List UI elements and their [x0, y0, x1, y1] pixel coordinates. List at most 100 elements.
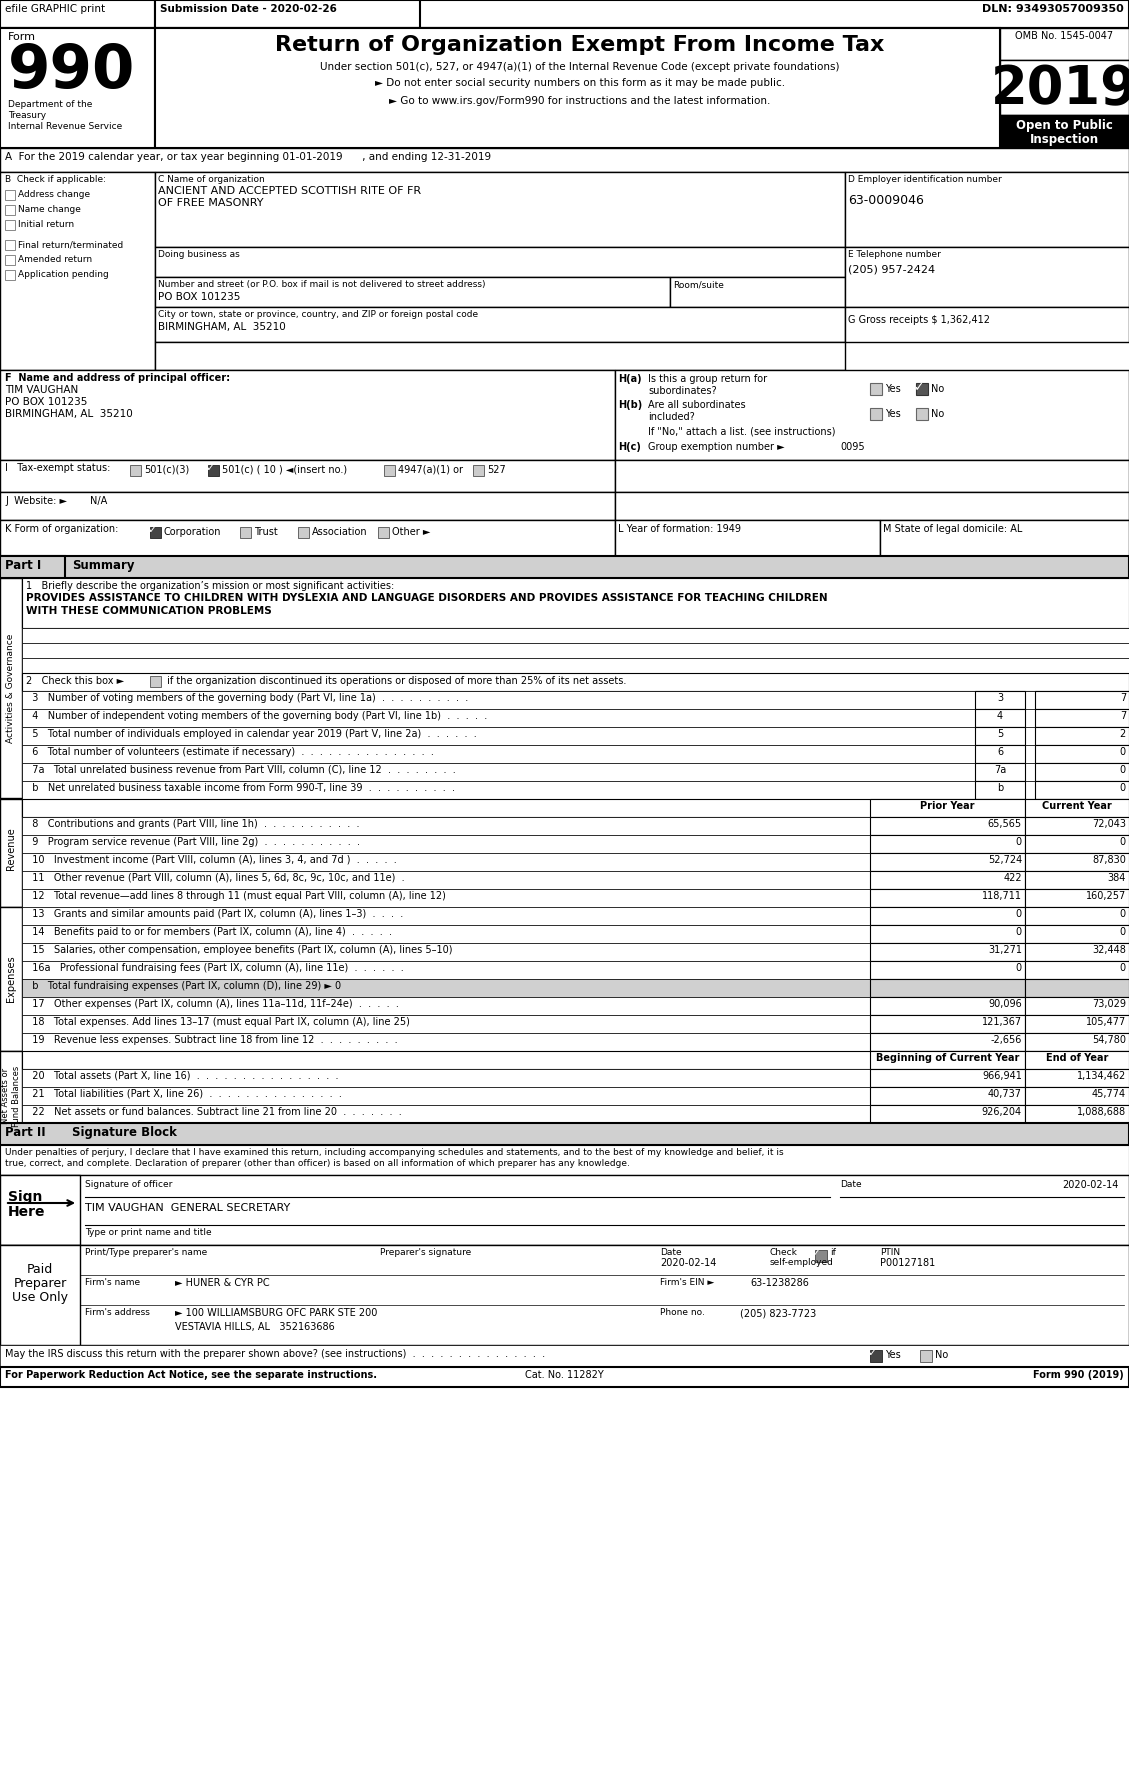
- Text: 0: 0: [1120, 747, 1126, 758]
- Text: Revenue: Revenue: [6, 826, 16, 871]
- Bar: [615, 493, 1129, 519]
- Bar: [1000, 60, 1129, 115]
- Text: 20   Total assets (Part X, line 16)  .  .  .  .  .  .  .  .  .  .  .  .  .  .  .: 20 Total assets (Part X, line 16) . . . …: [26, 1070, 339, 1081]
- Bar: [21, 1051, 1129, 1068]
- Bar: [21, 853, 1129, 871]
- Text: Expenses: Expenses: [6, 955, 16, 1003]
- Bar: [870, 943, 1025, 961]
- Bar: [298, 526, 309, 539]
- Text: 52,724: 52,724: [988, 855, 1022, 865]
- Text: A  For the 2019 calendar year, or tax year beginning 01-01-2019      , and endin: A For the 2019 calendar year, or tax yea…: [5, 152, 491, 162]
- Text: Preparer's signature: Preparer's signature: [380, 1249, 471, 1257]
- Text: Type or print name and title: Type or print name and title: [85, 1227, 211, 1236]
- Text: F  Name and address of principal officer:: F Name and address of principal officer:: [5, 373, 230, 383]
- Text: WITH THESE COMMUNICATION PROBLEMS: WITH THESE COMMUNICATION PROBLEMS: [26, 606, 272, 616]
- Text: 3   Number of voting members of the governing body (Part VI, line 1a)  .  .  .  : 3 Number of voting members of the govern…: [26, 692, 469, 703]
- Bar: [155, 343, 844, 371]
- Bar: [21, 998, 1129, 1015]
- Text: Under penalties of perjury, I declare that I have examined this return, includin: Under penalties of perjury, I declare th…: [5, 1148, 784, 1157]
- Bar: [0, 1123, 1129, 1144]
- Bar: [870, 818, 1025, 835]
- Bar: [0, 1245, 80, 1346]
- Text: 14   Benefits paid to or for members (Part IX, column (A), line 4)  .  .  .  .  : 14 Benefits paid to or for members (Part…: [26, 927, 392, 938]
- Text: City or town, state or province, country, and ZIP or foreign postal code: City or town, state or province, country…: [158, 311, 478, 320]
- Text: Activities & Governance: Activities & Governance: [7, 634, 16, 743]
- Text: OF FREE MASONRY: OF FREE MASONRY: [158, 198, 263, 208]
- Text: ✓: ✓: [147, 525, 157, 535]
- Text: May the IRS discuss this return with the preparer shown above? (see instructions: May the IRS discuss this return with the…: [5, 1349, 545, 1360]
- Text: Here: Here: [8, 1204, 45, 1219]
- Text: 105,477: 105,477: [1086, 1017, 1126, 1028]
- Bar: [0, 1245, 1129, 1346]
- Text: PTIN: PTIN: [879, 1249, 900, 1257]
- Text: Sign: Sign: [8, 1190, 43, 1204]
- Text: 0: 0: [1016, 927, 1022, 938]
- Bar: [1035, 691, 1129, 708]
- Text: Doing business as: Doing business as: [158, 251, 239, 260]
- Text: 10   Investment income (Part VIII, column (A), lines 3, 4, and 7d )  .  .  .  . : 10 Investment income (Part VIII, column …: [26, 855, 396, 865]
- Text: 1,088,688: 1,088,688: [1077, 1107, 1126, 1118]
- Bar: [21, 978, 1129, 998]
- Bar: [130, 464, 141, 477]
- Text: Signature Block: Signature Block: [72, 1127, 177, 1139]
- Text: 5   Total number of individuals employed in calendar year 2019 (Part V, line 2a): 5 Total number of individuals employed i…: [26, 729, 476, 738]
- Text: 7a   Total unrelated business revenue from Part VIII, column (C), line 12  .  . : 7a Total unrelated business revenue from…: [26, 765, 456, 775]
- Bar: [0, 1144, 1129, 1174]
- Text: I   Tax-exempt status:: I Tax-exempt status:: [5, 463, 111, 473]
- Bar: [21, 943, 1129, 961]
- Bar: [615, 459, 1129, 493]
- Bar: [5, 254, 15, 265]
- Bar: [21, 708, 1129, 728]
- Bar: [21, 781, 1129, 798]
- Bar: [916, 383, 928, 396]
- Text: 1   Briefly describe the organization’s mission or most significant activities:: 1 Briefly describe the organization’s mi…: [26, 581, 394, 592]
- Bar: [0, 556, 1129, 577]
- Text: 2020-02-14: 2020-02-14: [660, 1257, 717, 1268]
- Text: 9   Program service revenue (Part VIII, line 2g)  .  .  .  .  .  .  .  .  .  .  : 9 Program service revenue (Part VIII, li…: [26, 837, 360, 848]
- Text: Under section 501(c), 527, or 4947(a)(1) of the Internal Revenue Code (except pr: Under section 501(c), 527, or 4947(a)(1)…: [321, 62, 840, 72]
- Bar: [21, 1015, 1129, 1033]
- Bar: [870, 1349, 882, 1362]
- Text: Form 990 (2019): Form 990 (2019): [1033, 1370, 1124, 1379]
- Text: TIM VAUGHAN  GENERAL SECRETARY: TIM VAUGHAN GENERAL SECRETARY: [85, 1203, 290, 1213]
- Text: efile GRAPHIC print: efile GRAPHIC print: [5, 4, 105, 14]
- Bar: [870, 1033, 1025, 1051]
- Bar: [21, 673, 1129, 691]
- Text: Initial return: Initial return: [18, 221, 75, 230]
- Text: Open to Public: Open to Public: [1016, 118, 1112, 132]
- Bar: [5, 221, 15, 230]
- Text: ✓: ✓: [913, 381, 924, 394]
- Text: Are all subordinates: Are all subordinates: [648, 401, 745, 410]
- Bar: [0, 1174, 80, 1245]
- Bar: [0, 171, 155, 371]
- Text: ✓: ✓: [811, 1249, 821, 1257]
- Text: 2: 2: [1120, 729, 1126, 738]
- Bar: [1025, 818, 1129, 835]
- Text: self-employed: self-employed: [770, 1257, 834, 1266]
- Text: ► Go to www.irs.gov/Form990 for instructions and the latest information.: ► Go to www.irs.gov/Form990 for instruct…: [390, 95, 771, 106]
- Text: Part II: Part II: [5, 1127, 45, 1139]
- Text: BIRMINGHAM, AL  35210: BIRMINGHAM, AL 35210: [5, 410, 133, 419]
- Bar: [21, 659, 1129, 673]
- Text: 32,448: 32,448: [1092, 945, 1126, 955]
- Text: Prior Year: Prior Year: [920, 802, 974, 811]
- Text: -2,656: -2,656: [990, 1035, 1022, 1045]
- Bar: [21, 629, 1129, 643]
- Text: 17   Other expenses (Part IX, column (A), lines 11a–11d, 11f–24e)  .  .  .  .  .: 17 Other expenses (Part IX, column (A), …: [26, 1000, 399, 1008]
- Text: 527: 527: [487, 464, 506, 475]
- Text: 0: 0: [1120, 837, 1126, 848]
- Text: 422: 422: [1004, 872, 1022, 883]
- Bar: [0, 1174, 1129, 1245]
- Bar: [975, 763, 1025, 781]
- Text: Date: Date: [840, 1180, 861, 1189]
- Text: Submission Date - 2020-02-26: Submission Date - 2020-02-26: [160, 4, 336, 14]
- Text: Inspection: Inspection: [1030, 132, 1099, 147]
- Text: If "No," attach a list. (see instructions): If "No," attach a list. (see instruction…: [648, 426, 835, 436]
- Bar: [21, 798, 1129, 818]
- Bar: [0, 577, 21, 798]
- Text: 7: 7: [1120, 712, 1126, 721]
- Bar: [208, 464, 219, 477]
- Bar: [240, 526, 251, 539]
- Text: Name change: Name change: [18, 205, 81, 214]
- Text: if the organization discontinued its operations or disposed of more than 25% of : if the organization discontinued its ope…: [164, 676, 627, 685]
